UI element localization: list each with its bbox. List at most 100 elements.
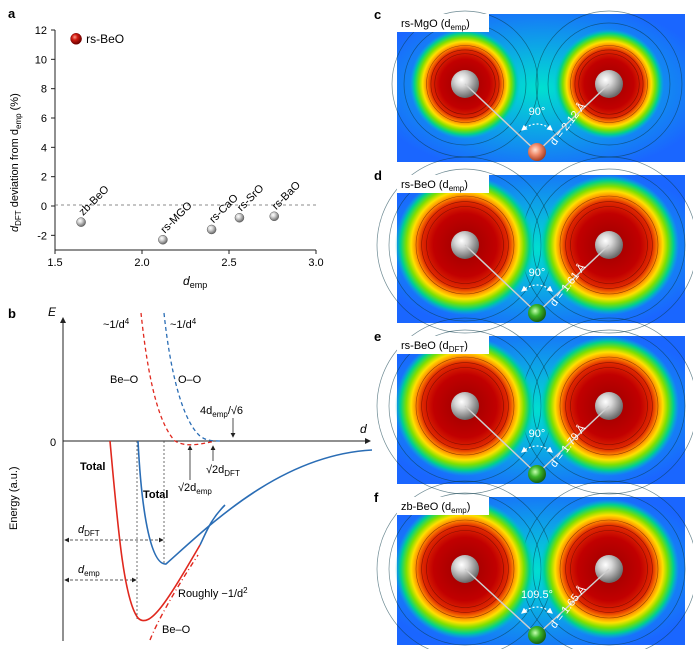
panel-b-zero-label: 0 (50, 437, 56, 449)
panel-a-xlabel: demp (183, 274, 207, 290)
panel-title: zb-BeO (demp) (401, 501, 470, 515)
panel-a-ytick-label: -2 (37, 230, 47, 242)
panel-b-oo-label: O–O (178, 374, 202, 386)
panel-a-ytick-label: 0 (41, 201, 47, 213)
contour-line (565, 362, 653, 450)
bond-line (536, 83, 610, 153)
contour-line (415, 519, 515, 619)
bond-line (464, 83, 538, 153)
contour-line (559, 356, 659, 456)
panel-b-sqrt2demp-label: √2demp (178, 482, 212, 496)
contour-line (578, 53, 640, 115)
panel-b-total-red-curve (109, 440, 201, 622)
contour-line (426, 206, 504, 284)
panel-a-ytick-label: 6 (41, 113, 47, 125)
panel-a-highlight-point (70, 33, 82, 45)
panel-b-4demp-label: 4demp/√6 (200, 405, 243, 419)
cation-sphere (528, 465, 546, 483)
panel-e: e90° d = 1.79 Års-BeO (dDFT) (374, 317, 693, 495)
contour-line (415, 195, 515, 295)
bond-line (464, 568, 538, 636)
cation-sphere (528, 626, 546, 644)
contour-line (570, 367, 648, 445)
bond-line (464, 405, 538, 475)
contour-line (426, 367, 504, 445)
panel-b-total-mid: Total (143, 489, 168, 501)
panel-a-point-label: zb-BeO (77, 183, 112, 218)
panel-title-box (397, 497, 489, 515)
panel-b-inv4-right: ~1/d4 (170, 317, 197, 331)
panel-a-letter: a (8, 6, 16, 21)
panel-a-point (76, 217, 86, 227)
panel-a-point-label: rs-BaO (270, 179, 303, 212)
panel-a-point (234, 212, 245, 223)
panel-title: rs-BeO (demp) (401, 179, 468, 193)
panel-title: rs-BeO (dDFT) (401, 340, 468, 354)
contour-line (421, 362, 509, 450)
panel-b-beo-bottom-label: Be–O (162, 624, 191, 636)
panel-b-total-left: Total (80, 461, 105, 473)
angle-label: 90° (529, 106, 546, 118)
density-panels: c90° d = 2.12 Års-MgO (demp)d90° d = 1.61 … (374, 7, 693, 649)
panel-a-xtick-label: 3.0 (308, 257, 323, 269)
panel-b-attraction-curve (149, 554, 199, 641)
angle-label: 109.5° (521, 589, 553, 601)
panel-b-e-label: E (48, 305, 57, 319)
panel-a-point (158, 234, 168, 245)
angle-arc (521, 284, 553, 292)
bond-line (464, 244, 538, 314)
panel-title-box (397, 336, 489, 354)
contour-line (426, 45, 504, 123)
contour-line (421, 201, 509, 289)
panel-a-ytick-label: 10 (35, 54, 47, 66)
panel-a-ytick-label: 4 (41, 142, 47, 154)
panel-c-letter: c (374, 7, 381, 22)
panel-title-box (397, 175, 489, 193)
panel-b-beo-label: Be–O (110, 374, 139, 386)
contour-line (559, 519, 659, 619)
angle-label: 90° (529, 428, 546, 440)
panel-a-ytick-label: 12 (35, 25, 47, 37)
contour-line (565, 201, 653, 289)
panel-a-legend-label: rs-BeO (86, 32, 124, 46)
angle-arc (521, 445, 553, 453)
panel-b-total-blue-curve (137, 440, 373, 565)
contour-line (574, 49, 644, 119)
panel-title-box (397, 14, 489, 32)
contour-line (415, 356, 515, 456)
bond-line (536, 568, 610, 636)
panel-a-xtick-label: 2.0 (134, 257, 149, 269)
panel-e-letter: e (374, 329, 381, 344)
panel-a-point (206, 224, 217, 235)
angle-arc (521, 123, 553, 131)
contour-line (565, 525, 653, 613)
contour-line (426, 530, 504, 608)
panel-d: d90° d = 1.61 Års-BeO (demp) (374, 156, 693, 334)
panel-b-ddft-label: dDFT (78, 524, 100, 538)
panel-f-letter: f (374, 490, 379, 505)
contour-line (570, 45, 648, 123)
contour-line (430, 49, 500, 119)
cation-sphere (528, 304, 546, 322)
panel-b-total-red-tail (199, 504, 226, 546)
panel-b-beo-repulsion-curve (140, 312, 216, 446)
panel-b-ylabel: Energy (a.u.) (8, 466, 20, 530)
panel-c: c90° d = 2.12 Års-MgO (demp) (374, 7, 685, 162)
panel-b-demp-label: demp (78, 564, 100, 578)
angle-arc (521, 606, 553, 614)
panel-a-ytick-label: 8 (41, 84, 47, 96)
contour-line (434, 53, 496, 115)
panel-a-xtick-label: 1.5 (47, 257, 62, 269)
bond-line (536, 244, 610, 314)
contour-line (559, 195, 659, 295)
panel-b-letter: b (8, 306, 16, 321)
contour-line (570, 530, 648, 608)
bond-line (536, 405, 610, 475)
panel-b-roughly-label: Roughly −1/d2 (178, 586, 248, 600)
panel-b: b E d 0 Energy (a.u.) ~1/d4 ~1/d4 Be–O O… (8, 305, 373, 641)
contour-line (547, 22, 671, 146)
